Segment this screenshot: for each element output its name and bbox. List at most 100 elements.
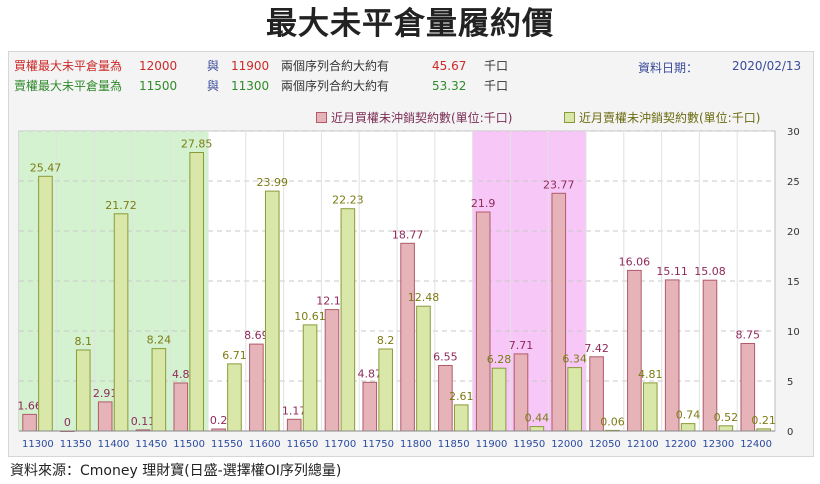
call-bar (400, 242, 415, 432)
put-value-label: 8.1 (75, 335, 93, 348)
put-bar (38, 175, 53, 432)
x-tick-label: 11450 (135, 439, 167, 450)
y-tick-label: 30 (787, 127, 800, 138)
call-value-label: 4.87 (358, 367, 383, 380)
legend-put: 近月賣權未沖銷契約數(單位:千口) (564, 109, 760, 126)
put-bar (642, 382, 658, 432)
x-tick-label: 12400 (740, 439, 772, 450)
call-value-label: 7.71 (509, 339, 534, 352)
put-value-label: 23.99 (257, 176, 289, 189)
put-value-label: 0.52 (714, 411, 739, 424)
x-tick-label: 12000 (551, 439, 583, 450)
put-value-label: 22.23 (332, 194, 364, 207)
call-bar (362, 381, 378, 432)
put-bar (227, 363, 242, 432)
put-value-label: 0.44 (525, 412, 550, 425)
date-label: 資料日期： (638, 61, 699, 75)
put-bar (302, 324, 318, 432)
x-tick-label: 11300 (22, 439, 54, 450)
y-tick-label: 15 (787, 277, 800, 288)
x-tick-label: 11700 (324, 439, 356, 450)
x-tick-label: 11400 (98, 439, 130, 450)
call-bar (324, 309, 340, 432)
call-bar (551, 192, 567, 432)
call-value-label: 8.75 (736, 329, 761, 342)
x-tick-label: 11550 (211, 439, 243, 450)
x-tick-label: 11500 (173, 439, 205, 450)
x-tick-label: 11800 (400, 439, 432, 450)
call-joiner: 與 (207, 59, 220, 73)
put-value-label: 0.21 (751, 414, 776, 427)
put-value-label: 6.28 (487, 353, 512, 366)
put-value-label: 8.2 (377, 334, 395, 347)
call-bar (22, 413, 37, 432)
put-info-label: 賣權最大未平倉量為 (14, 79, 123, 93)
call-strike-2: 11900 (231, 59, 270, 73)
legend-put-swatch (564, 112, 575, 123)
call-bar (97, 401, 113, 432)
call-value-label: 16.06 (619, 255, 651, 268)
y-tick-label: 25 (787, 177, 800, 188)
y-tick-label: 10 (787, 327, 800, 338)
call-value-label: 23.77 (543, 178, 575, 191)
x-tick-label: 12200 (665, 439, 697, 450)
call-value-label: 0.11 (131, 415, 156, 428)
call-bar (702, 279, 718, 432)
x-tick-label: 12100 (627, 439, 659, 450)
call-value-label: 6.55 (433, 351, 458, 364)
legend-call: 近月買權未沖銷契約數(單位:千口) (316, 109, 512, 126)
put-value-label: 12.48 (408, 291, 440, 304)
put-unit: 千口 (484, 79, 509, 93)
call-value-label: 0 (64, 416, 71, 429)
x-tick-label: 11900 (476, 439, 508, 450)
x-tick-label: 12050 (589, 439, 621, 450)
call-bar (249, 343, 264, 432)
put-value-label: 21.72 (105, 199, 137, 212)
y-tick-label: 5 (787, 377, 793, 388)
put-joiner: 與 (207, 79, 220, 93)
put-value-label: 27.85 (181, 138, 213, 151)
put-bar (416, 305, 431, 432)
x-tick-label: 11650 (287, 439, 319, 450)
x-tick-label: 11350 (60, 439, 92, 450)
x-tick-label: 12300 (702, 439, 734, 450)
put-bar (378, 348, 393, 432)
call-value-label: 8.69 (244, 329, 269, 342)
call-value-label: 21.9 (471, 197, 496, 210)
put-bar (718, 425, 734, 432)
put-bar (264, 190, 280, 432)
call-value-label: 15.11 (656, 265, 688, 278)
put-phrase: 兩個序列合約大約有 (281, 79, 390, 93)
y-tick-label: 0 (787, 427, 793, 438)
call-value-label: 7.42 (584, 342, 609, 355)
put-bar (113, 213, 129, 432)
put-bar (340, 208, 356, 432)
put-strike-1: 11500 (139, 79, 178, 93)
call-info-label: 買權最大未平倉量為 (14, 59, 123, 73)
call-value-label: 1.66 (17, 399, 42, 412)
x-tick-label: 11850 (438, 439, 470, 450)
put-bar (75, 349, 91, 432)
call-amount: 45.67 (432, 59, 467, 73)
date-value: 2020/02/13 (732, 59, 802, 73)
y-tick-label: 20 (787, 227, 800, 238)
legend-call-label: 近月買權未沖銷契約數(單位:千口) (331, 111, 513, 125)
put-value-label: 25.47 (30, 161, 62, 174)
source-note: 資料來源：Cmoney 理財寶(日盛-選擇權OI序列總量) (10, 463, 342, 479)
put-value-label: 8.24 (147, 334, 172, 347)
put-value-label: 4.81 (638, 368, 663, 381)
call-value-label: 1.17 (282, 404, 307, 417)
put-value-label: 0.74 (676, 409, 701, 422)
put-value-label: 2.61 (449, 390, 474, 403)
put-bar (491, 367, 507, 432)
call-value-label: 12.14 (316, 295, 348, 308)
put-value-label: 10.61 (294, 310, 326, 323)
call-unit: 千口 (484, 59, 509, 73)
put-bar (567, 367, 582, 432)
x-tick-label: 11750 (362, 439, 394, 450)
put-strike-2: 11300 (231, 79, 270, 93)
put-value-label: 6.34 (562, 353, 587, 366)
call-value-label: 15.08 (694, 265, 726, 278)
x-tick-label: 11950 (513, 439, 545, 450)
